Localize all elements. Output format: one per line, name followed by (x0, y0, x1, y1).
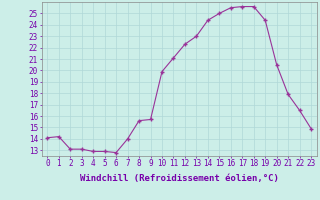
X-axis label: Windchill (Refroidissement éolien,°C): Windchill (Refroidissement éolien,°C) (80, 174, 279, 183)
